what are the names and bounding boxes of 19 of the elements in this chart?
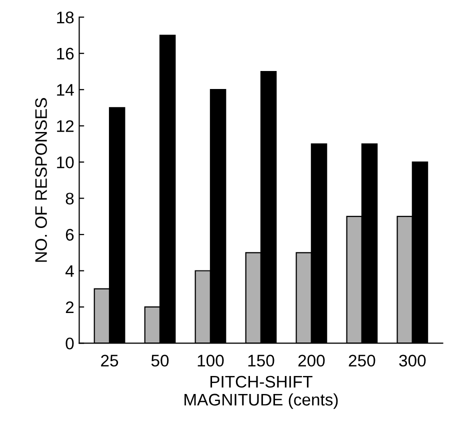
x-axis-title: PITCH-SHIFT MAGNITUDE (cents)	[184, 376, 338, 409]
x-tick-label: 50	[151, 354, 169, 367]
y-tick-label: 18	[57, 12, 74, 24]
y-tick-label: 0	[66, 338, 74, 350]
y-tick-label: 6	[66, 228, 74, 241]
x-tick-label: 250	[348, 354, 376, 367]
x-tick-label: 300	[399, 354, 426, 367]
y-tick-label: 10	[57, 156, 74, 168]
y-tick-label: 12	[57, 120, 74, 132]
x-tick-label: 150	[248, 354, 274, 367]
y-tick-label: 4	[65, 265, 74, 277]
y-axis-title: NO. OF RESPONSES	[35, 98, 47, 262]
x-tick-label: 25	[101, 354, 118, 367]
y-tick-label: 14	[57, 84, 74, 96]
y-tick-label: 8	[66, 192, 74, 204]
y-tick-label: 2	[66, 301, 74, 314]
x-tick-label: 200	[298, 354, 325, 367]
y-tick-label: 16	[57, 48, 74, 60]
x-tick-label: 100	[198, 354, 224, 367]
